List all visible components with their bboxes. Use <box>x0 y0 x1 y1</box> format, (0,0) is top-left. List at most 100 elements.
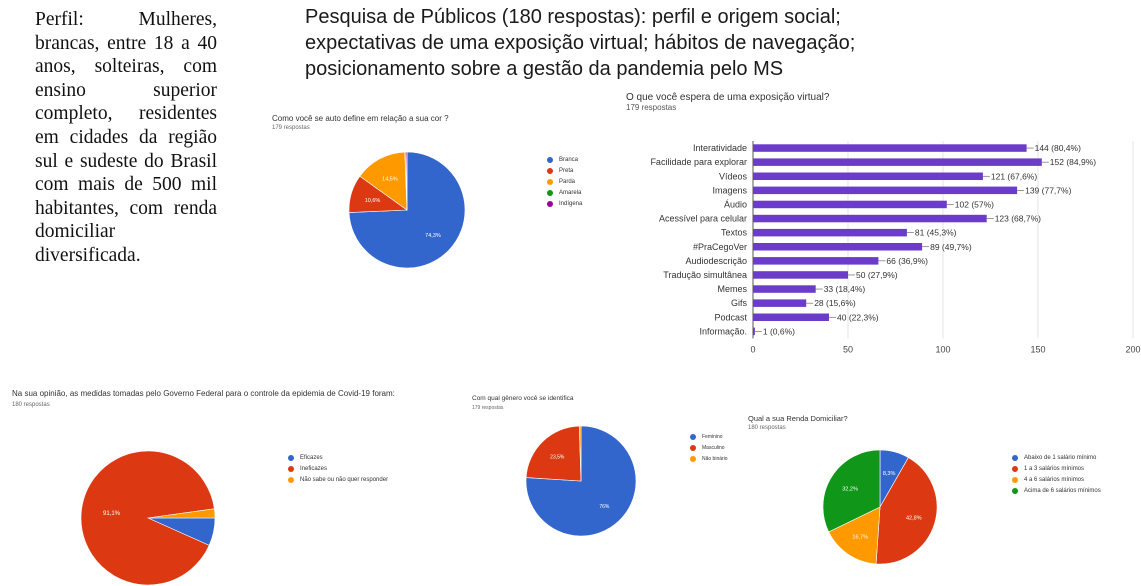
pie-slice-label: 14,5% <box>382 176 398 182</box>
covid-chart-subtitle: 180 respostas <box>12 402 50 408</box>
legend-item-amarela: Amarela <box>547 187 582 198</box>
value-label: 152 (84,9%) <box>1050 157 1096 167</box>
bar-pracegover <box>753 243 923 251</box>
value-label: 139 (77,7%) <box>1025 185 1071 195</box>
legend-item-ineficazes: Ineficazes <box>288 463 388 474</box>
legend-label: Preta <box>559 167 574 174</box>
legend-item-acima-de-6-salarios-minimos: Acima de 6 salários mínimos <box>1012 485 1101 496</box>
gender-chart-header: Com qual gênero você se identifica 179 r… <box>472 393 672 411</box>
legend-swatch <box>547 189 553 196</box>
category-label: Tradução simultânea <box>663 270 747 280</box>
legend-item-1-a-3-salarios-minimos: 1 a 3 salários mínimos <box>1012 463 1101 474</box>
gender-chart-title: Com qual gênero você se identifica <box>472 395 574 402</box>
income-chart-title: Qual a sua Renda Domiciliar? <box>748 414 848 423</box>
pie-slice-label: 32,2% <box>842 486 858 492</box>
legend-swatch <box>1012 476 1018 483</box>
value-label: 102 (57%) <box>955 199 994 209</box>
legend-swatch <box>1012 454 1018 461</box>
legend-swatch <box>1012 487 1018 494</box>
x-tick-label: 50 <box>843 344 853 354</box>
legend-swatch <box>690 455 696 462</box>
profile-summary-text: Perfil: Mulheres, brancas, entre 18 a 40… <box>35 9 217 266</box>
gender-chart-subtitle: 179 respostas <box>472 405 504 411</box>
bar-gifs <box>753 299 807 307</box>
bar-informacao <box>753 327 755 336</box>
pie-slice-ineficazes <box>80 450 215 586</box>
value-label: 81 (45,3%) <box>915 228 957 238</box>
covid-chart-legend: Eficazes Ineficazes Não sabe ou não quer r… <box>288 452 388 485</box>
legend-label: Eficazes <box>300 454 323 461</box>
income-chart-subtitle: 180 respostas <box>748 425 786 431</box>
x-tick-label: 200 <box>1125 344 1140 354</box>
expectations-chart-header: O que você espera de uma exposição virtu… <box>626 92 1026 112</box>
legend-swatch <box>690 433 696 440</box>
pie-slice-indigena <box>405 151 408 211</box>
legend-label: Não binário <box>702 455 728 462</box>
legend-label: Abaixo de 1 salário mínimo <box>1024 454 1097 461</box>
legend-item-parda: Parda <box>547 176 582 187</box>
x-tick-label: 150 <box>1030 344 1045 354</box>
category-label: Áudio <box>724 199 747 209</box>
color-chart-legend: Branca Preta Parda Amarela Indígena <box>547 154 582 209</box>
value-label: 50 (27,9%) <box>856 270 898 280</box>
category-label: Audiodescrição <box>685 256 747 266</box>
legend-item-branca: Branca <box>547 154 582 165</box>
covid-chart-title: Na sua opinião, as medidas tomadas pelo … <box>12 389 395 398</box>
covid-chart-header: Na sua opinião, as medidas tomadas pelo … <box>12 386 432 408</box>
value-label: 33 (18,4%) <box>824 284 866 294</box>
color-pie-chart: 74,3% 10,6% 14,5% <box>348 151 466 269</box>
legend-label: Amarela <box>559 189 582 196</box>
legend-item-abaixo-de-1-salario-minimo: Abaixo de 1 salário mínimo <box>1012 452 1101 463</box>
category-label: Textos <box>721 228 748 238</box>
bar-textos <box>753 228 907 237</box>
category-label: #PraCegoVer <box>693 242 747 252</box>
legend-item-nao-sabe-ou-nao-quer-responder: Não sabe ou não quer responder <box>288 474 388 485</box>
income-pie-chart: 8,3% 42,8% 16,7% 32,2% <box>822 449 938 565</box>
gender-chart-legend: Feminino Masculino Não binário <box>690 431 728 464</box>
expectations-chart-title: O que você espera de uma exposição virtu… <box>626 92 830 103</box>
pie-slice-label: 74,3% <box>425 233 441 239</box>
value-label: 40 (22,3%) <box>837 312 879 322</box>
legend-label: Não sabe ou não quer responder <box>300 476 389 483</box>
pie-slice-label: 42,8% <box>906 515 922 521</box>
bar-memes <box>753 285 816 293</box>
bar-facilidade-para-explorar <box>753 158 1042 166</box>
expectations-chart-subtitle: 179 respostas <box>626 103 677 112</box>
legend-label: Parda <box>559 178 576 185</box>
pie-slice-label: 23,5% <box>550 455 565 461</box>
value-label: 89 (49,7%) <box>930 242 972 252</box>
bar-traducao-simultanea <box>753 271 848 279</box>
income-chart-header: Qual a sua Renda Domiciliar? 180 respost… <box>748 413 1008 431</box>
category-label: Imagens <box>712 185 747 195</box>
bar-videos <box>753 172 983 180</box>
x-tick-label: 100 <box>935 344 950 354</box>
pie-slice-masculino <box>526 425 582 482</box>
pie-slice-branca <box>348 151 466 269</box>
covid-pie-chart: 91,1% <box>80 450 216 586</box>
color-chart-title: Como você se auto define em relação a su… <box>272 114 449 123</box>
expectations-bar-chart: 0 50 100 150 200 Interatividade 144 (80,4%) Fac… <box>650 141 1141 354</box>
value-label: 66 (36,9%) <box>886 256 928 266</box>
legend-label: Feminino <box>702 433 723 440</box>
category-label: Gifs <box>731 298 748 308</box>
x-tick-label: 0 <box>750 344 755 354</box>
legend-item-nao-binario: Não binário <box>690 453 728 464</box>
pie-slice-nao-binario <box>578 425 582 482</box>
category-label: Memes <box>717 284 747 294</box>
value-label: 144 (80,4%) <box>1035 143 1081 153</box>
survey-headline: Pesquisa de Públicos (180 respostas): pe… <box>305 6 856 80</box>
legend-swatch <box>547 167 553 174</box>
legend-item-preta: Preta <box>547 165 582 176</box>
legend-item-feminino: Feminino <box>690 431 728 442</box>
bar-audio <box>753 200 947 209</box>
legend-label: 1 a 3 salários mínimos <box>1024 465 1085 472</box>
bar-acessivel-para-celular <box>753 214 987 223</box>
legend-swatch <box>288 454 294 461</box>
legend-label: 4 a 6 salários mínimos <box>1024 476 1085 483</box>
legend-swatch <box>547 200 553 207</box>
legend-item-indigena: Indígena <box>547 198 582 209</box>
gender-pie-chart: 76% 23,5% <box>526 425 636 537</box>
pie-slice-nao-sabe-ou-nao-quer-responder <box>147 508 216 519</box>
color-chart-subtitle: 179 respostas <box>272 125 310 131</box>
category-label: Informação. <box>699 326 747 336</box>
